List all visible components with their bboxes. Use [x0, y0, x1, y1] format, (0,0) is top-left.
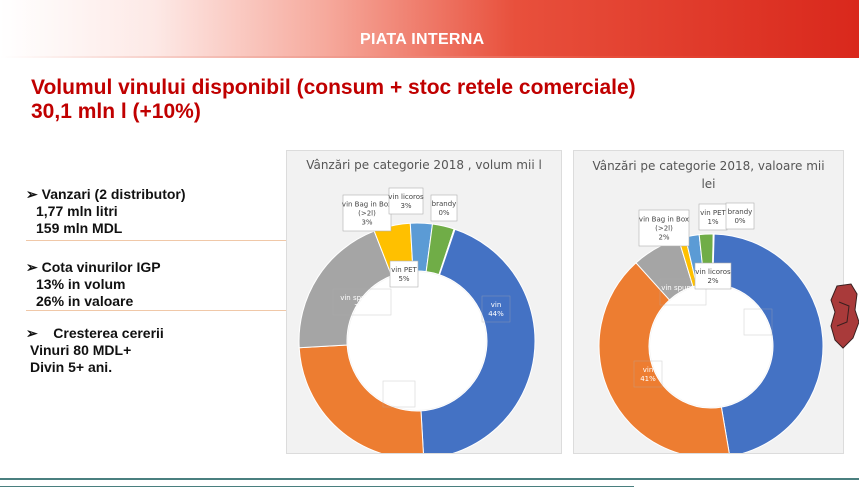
svg-text:vin Bag in Box: vin Bag in Box [639, 216, 689, 224]
svg-text:vin spumant: vin spumant [340, 294, 384, 302]
svg-text:vin: vin [643, 366, 654, 374]
svg-text:vin spumant: vin spumant [661, 284, 705, 292]
map-fragment-icon [830, 283, 859, 349]
svg-text:vin Bag in Box: vin Bag in Box [342, 201, 392, 209]
donut-hole [650, 285, 772, 407]
bullet-divider [26, 240, 288, 241]
bullet-marker: ➢ [26, 325, 38, 341]
bullet-line: Vinuri 80 MDL+ [30, 342, 132, 358]
svg-text:5%: 5% [398, 275, 409, 283]
svg-text:1%: 1% [707, 218, 718, 226]
bullet-igp-share: ➢ Cota vinurilor IGP 13% in volum 26% in… [26, 259, 161, 310]
svg-text:2%: 2% [658, 234, 669, 242]
bullet-head: Cresterea cererii [53, 325, 164, 341]
svg-text:vin PET: vin PET [391, 266, 417, 274]
bullet-line: 159 mln MDL [36, 220, 123, 236]
donut-hole [348, 272, 486, 410]
bullet-line: 26% in valoare [36, 293, 134, 309]
banner-divider [0, 56, 859, 58]
svg-text:divin: divin [750, 314, 767, 322]
footer-divider [0, 478, 859, 480]
headline-line-1: Volumul vinului disponibil (consum + sto… [31, 76, 636, 99]
svg-text:25%: 25% [391, 395, 407, 403]
volume-chart-panel: Vânzări pe categorie 2018 , volum mii l … [286, 150, 562, 454]
header-banner: PIATA INTERNA [0, 0, 859, 58]
svg-text:vin: vin [491, 301, 502, 309]
bullet-line: Divin 5+ ani. [30, 359, 113, 375]
donut-slice-divin [298, 344, 424, 453]
footer-divider-thin [0, 486, 634, 487]
bullet-line: 1,77 mln litri [36, 203, 118, 219]
svg-text:divin: divin [391, 386, 408, 394]
donut-slice-brandy [438, 228, 456, 276]
svg-text:vin PET: vin PET [700, 209, 726, 217]
svg-text:3%: 3% [361, 219, 372, 227]
svg-text:20%: 20% [354, 303, 370, 311]
headline-line-2: 30,1 mln l (+10%) [31, 100, 201, 123]
donut-slice-vin [420, 228, 536, 453]
bullet-head: Vanzari (2 distributor) [41, 186, 186, 202]
bullet-marker: ➢ [26, 186, 38, 202]
data-label: vin Bag in Box(>2l)2% [638, 209, 690, 247]
svg-text:44%: 44% [488, 310, 504, 318]
svg-text:0%: 0% [438, 209, 449, 217]
donut-slice-divin [598, 262, 730, 453]
svg-text:vin licoros: vin licoros [695, 268, 731, 276]
banner-title: PIATA INTERNA [360, 31, 485, 48]
donut-slice-vin [711, 233, 824, 453]
svg-text:0%: 0% [734, 217, 745, 225]
svg-text:vin licoros: vin licoros [388, 193, 424, 201]
svg-text:3%: 3% [400, 202, 411, 210]
svg-text:brandy: brandy [432, 200, 457, 208]
bullet-demand: ➢ Cresterea cererii Vinuri 80 MDL+ Divin… [26, 325, 164, 376]
svg-text:47%: 47% [750, 323, 766, 331]
chart-title: Vânzări pe categorie 2018 , volum mii l [306, 158, 542, 172]
chart-title: Vânzări pe categorie 2018, valoare mii l… [592, 159, 825, 191]
svg-text:41%: 41% [640, 375, 656, 383]
svg-text:(>2l): (>2l) [358, 210, 376, 218]
headline: Volumul vinului disponibil (consum + sto… [31, 76, 636, 124]
bullet-marker: ➢ [26, 259, 38, 275]
bullet-line: 13% in volum [36, 276, 126, 292]
bullet-sales: ➢ Vanzari (2 distributor) 1,77 mln litri… [26, 186, 186, 237]
bullet-head: Cota vinurilor IGP [41, 259, 161, 275]
svg-text:(>2l): (>2l) [655, 225, 673, 233]
value-chart-panel: Vânzări pe categorie 2018, valoare mii l… [573, 150, 844, 454]
data-label: vin Bag in Box(>2l)3% [342, 194, 392, 232]
svg-text:brandy: brandy [728, 208, 753, 216]
svg-text:7%: 7% [677, 293, 688, 301]
svg-text:2%: 2% [707, 277, 718, 285]
bullet-divider [26, 310, 288, 311]
